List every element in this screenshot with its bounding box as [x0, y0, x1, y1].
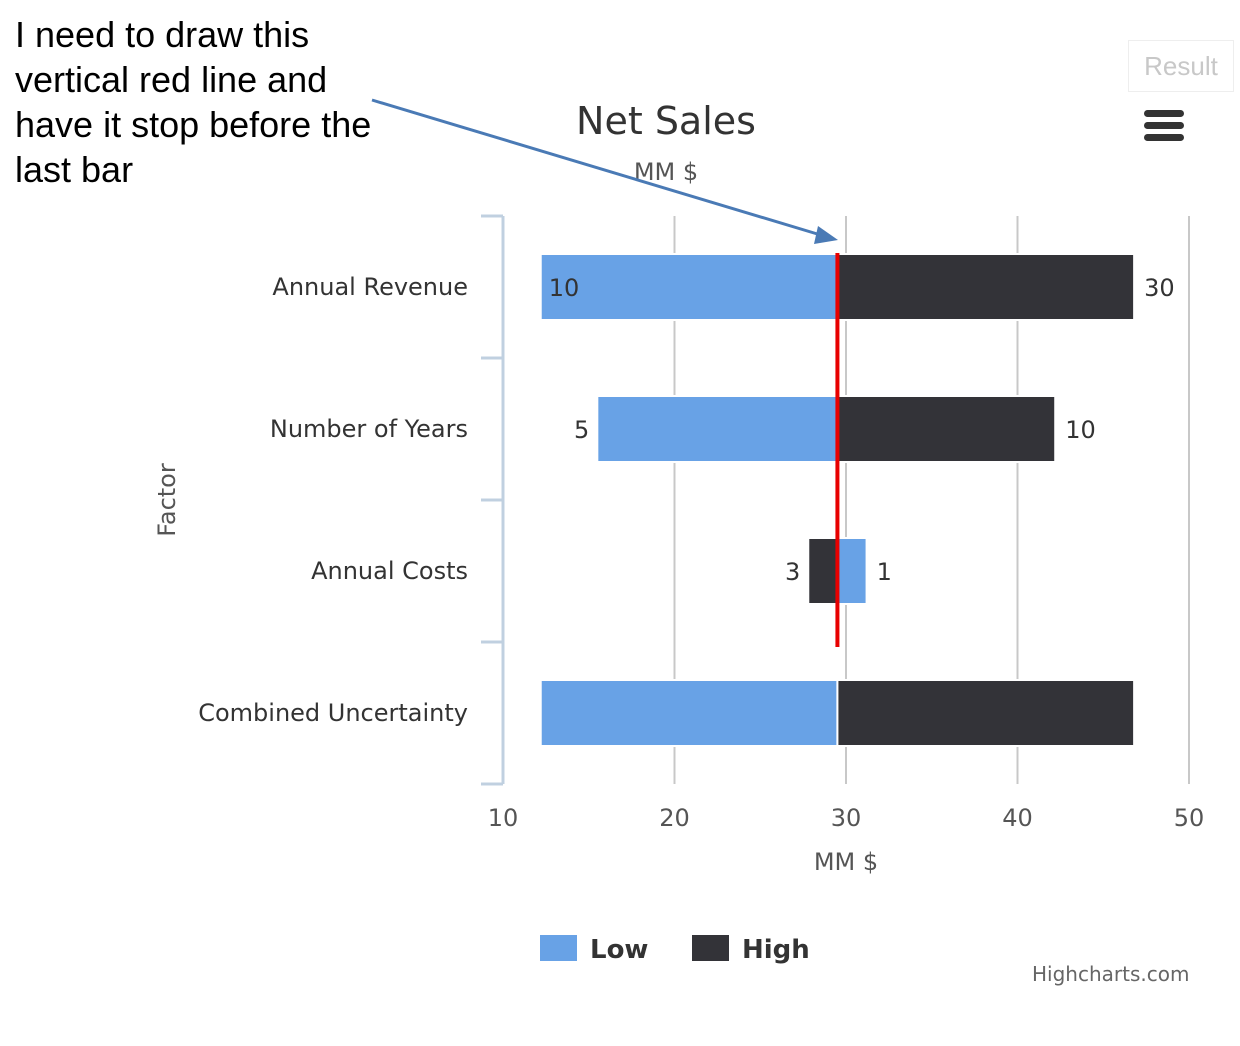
x-tick-label: 50 [1174, 804, 1205, 832]
x-tick-label: 30 [831, 804, 862, 832]
data-label: 10 [1065, 416, 1096, 444]
result-button[interactable]: Result [1128, 40, 1234, 92]
bar-low[interactable] [539, 253, 839, 321]
category-label: Annual Costs [311, 557, 468, 585]
category-label: Annual Revenue [272, 273, 468, 301]
category-labels: Annual Revenue Number of Years Annual Cost… [198, 273, 468, 727]
bar-low[interactable] [596, 395, 839, 463]
bar-high[interactable] [836, 395, 1057, 463]
bar-high[interactable] [807, 537, 839, 605]
data-labels: 10 5 1 30 10 3 [549, 274, 1175, 586]
bar-high[interactable] [836, 679, 1136, 747]
hamburger-menu-icon[interactable] [1144, 110, 1184, 144]
data-label: 10 [549, 274, 580, 302]
category-label: Number of Years [270, 415, 468, 443]
bar-low[interactable] [539, 679, 839, 747]
annotation-arrow [371, 98, 838, 244]
x-tick-label: 20 [659, 804, 690, 832]
x-tick-label: 40 [1002, 804, 1033, 832]
category-label: Combined Uncertainty [198, 699, 468, 727]
legend-item[interactable]: High [742, 935, 810, 965]
bar-high[interactable] [836, 253, 1136, 321]
legend-swatch [692, 935, 729, 961]
bar-low[interactable] [836, 537, 868, 605]
x-tick-label: 10 [488, 804, 519, 832]
value-axis-tick-labels: 10 20 30 40 50 [488, 804, 1205, 832]
legend: Low High [540, 935, 810, 965]
highcharts-credit[interactable]: Highcharts.com [1032, 962, 1190, 986]
value-axis-title: MM $ [814, 848, 878, 876]
data-label: 5 [574, 416, 589, 444]
chart-title: Net Sales [576, 99, 756, 143]
annotation-text: I need to draw this vertical red line an… [15, 14, 372, 190]
data-label: 30 [1144, 274, 1175, 302]
data-label: 3 [785, 558, 800, 586]
legend-item[interactable]: Low [590, 935, 648, 965]
legend-swatch [540, 935, 577, 961]
category-axis-title: Factor [153, 463, 181, 537]
data-label: 1 [877, 558, 892, 586]
bars [539, 253, 1136, 747]
category-axis-ticks [481, 214, 503, 786]
